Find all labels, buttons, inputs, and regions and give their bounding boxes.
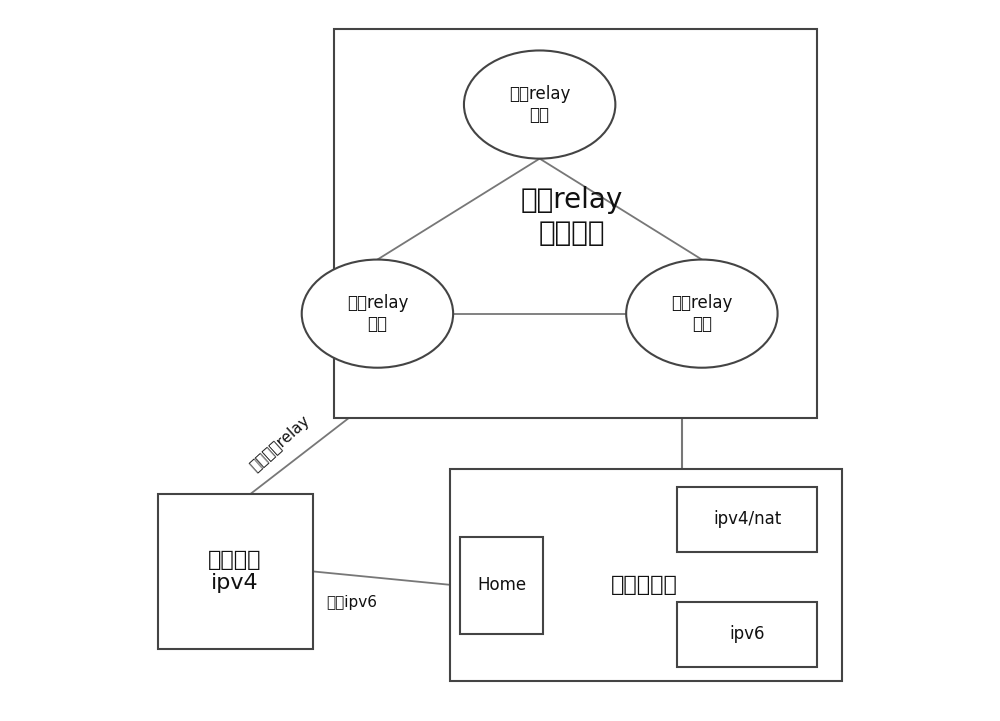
Text: 中继relay
节点系统: 中继relay 节点系统 xyxy=(521,186,623,247)
Bar xyxy=(158,494,313,649)
Bar xyxy=(460,537,543,634)
Text: ipv6: ipv6 xyxy=(730,626,765,643)
Ellipse shape xyxy=(302,260,453,368)
Bar xyxy=(677,602,817,667)
Text: 个人服务器: 个人服务器 xyxy=(611,575,678,596)
Text: 中继relay
节点: 中继relay 节点 xyxy=(671,294,733,333)
Bar xyxy=(450,469,842,681)
Text: 中继relay
节点: 中继relay 节点 xyxy=(509,85,570,124)
Bar xyxy=(677,487,817,552)
Text: Home: Home xyxy=(477,577,526,594)
Text: 中继relay
节点: 中继relay 节点 xyxy=(347,294,408,333)
Text: 访问中继relay: 访问中继relay xyxy=(247,413,313,474)
Bar xyxy=(334,29,817,418)
Ellipse shape xyxy=(626,260,778,368)
Text: 访问ipv6: 访问ipv6 xyxy=(327,595,378,609)
Text: 终端设备
ipv4: 终端设备 ipv4 xyxy=(208,550,261,593)
Ellipse shape xyxy=(464,50,615,159)
Text: ipv4/nat: ipv4/nat xyxy=(713,510,781,528)
